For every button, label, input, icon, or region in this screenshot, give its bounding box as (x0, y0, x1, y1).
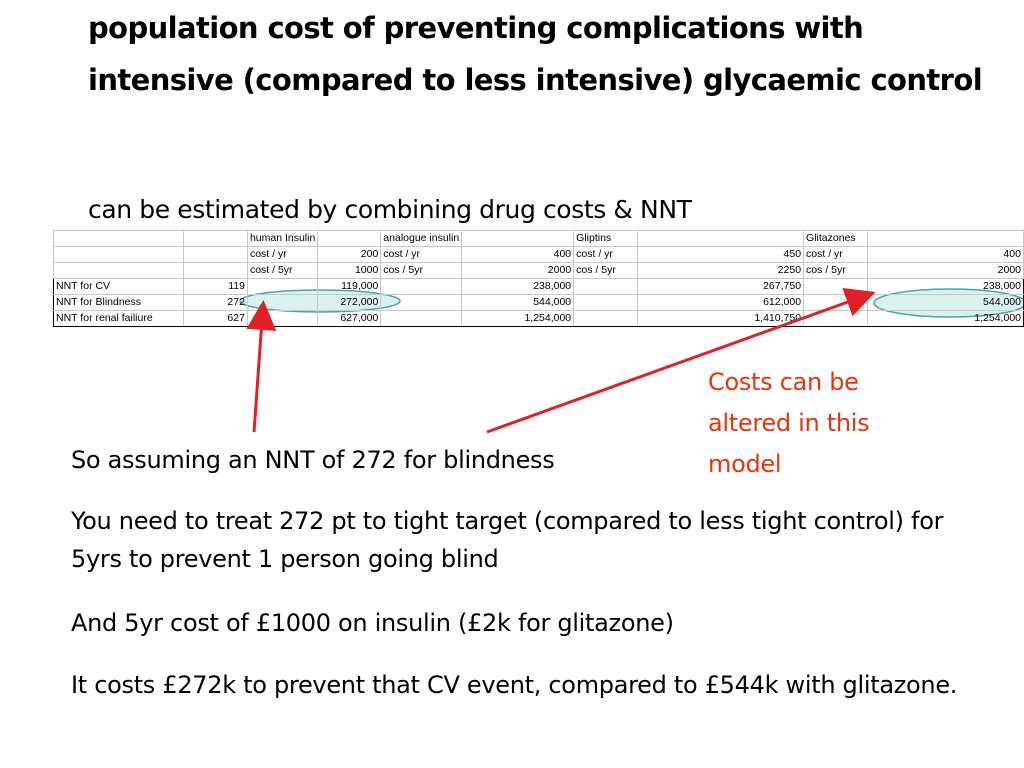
table-cell (573, 310, 639, 327)
table-cell: Glitazones (803, 230, 869, 247)
table-cell: cost / yr (380, 246, 463, 263)
table-cell: 1,410,750 (637, 310, 805, 327)
note-text: Costs can be altered in this model (708, 368, 870, 478)
arrow-to-insulin (246, 300, 277, 433)
cost-table: human Insulin analogue insulin Gliptins Gli… (53, 230, 1024, 327)
table-cell: 1,254,000 (867, 310, 1024, 327)
table-row: human Insulin analogue insulin Gliptins Gli… (53, 230, 1024, 247)
slide-subtitle: can be estimated by combining drug costs… (88, 195, 692, 224)
arrow-to-glitazone (486, 288, 876, 434)
table-cell: cost / yr (246, 246, 319, 263)
paragraph-1: So assuming an NNT of 272 for blindness (71, 446, 555, 474)
table-cell: 1,254,000 (461, 310, 575, 327)
slide-title: population cost of preventing complicati… (88, 11, 983, 97)
table-cell: 2000 (461, 262, 575, 279)
table-cell: Gliptins (573, 230, 639, 247)
table-cell: 238,000 (461, 278, 575, 295)
table-row: NNT for renal failiure 627 627,000 1,254,00… (53, 310, 1024, 327)
table-cell: 627,000 (317, 310, 382, 327)
table-cell: 119,000 (317, 278, 382, 295)
paragraph-3: And 5yr cost of £1000 on insulin (£2k fo… (71, 609, 674, 637)
table-cell: NNT for Blindness (53, 294, 184, 311)
table-cell: 2000 (867, 262, 1024, 279)
paragraph-2: You need to treat 272 pt to tight target… (71, 507, 944, 573)
table-cell: NNT for renal failiure (53, 310, 184, 327)
table-row: cost / yr 200 cost / yr 400 cost / yr 450 cost… (53, 246, 1024, 263)
table-cell: NNT for CV (53, 278, 184, 295)
table-cell: 200 (317, 246, 382, 263)
table-row: cost / 5yr 1000 cos / 5yr 2000 cos / 5yr 2250… (53, 262, 1024, 279)
paragraph-4: It costs £272k to prevent that CV event,… (71, 671, 958, 699)
